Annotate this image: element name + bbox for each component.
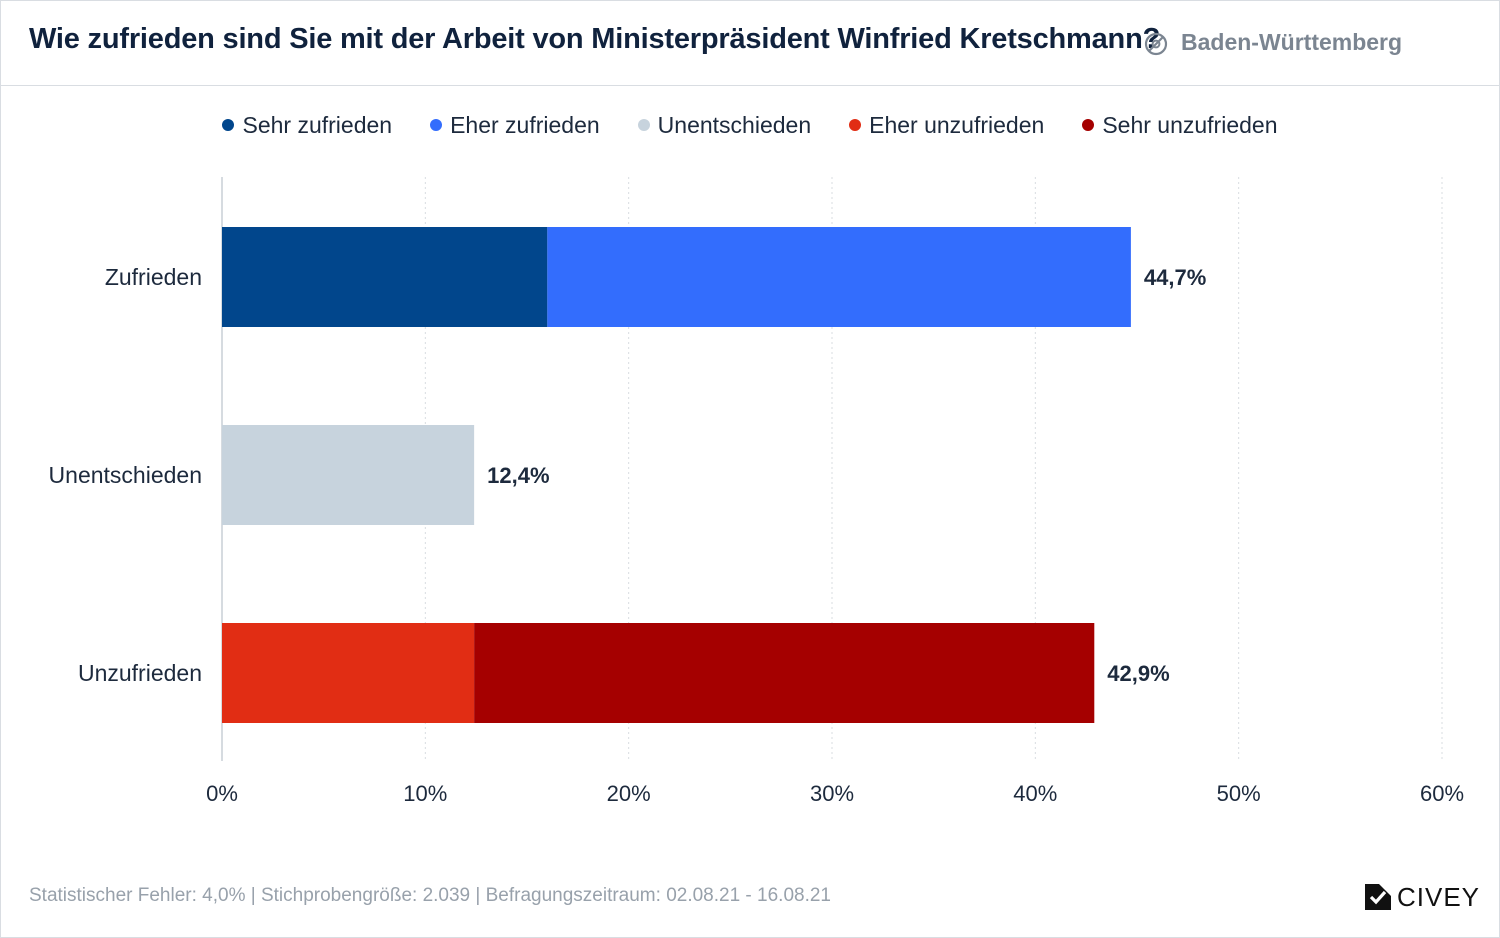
x-tick-label: 10% bbox=[403, 781, 447, 806]
legend-label: Unentschieden bbox=[657, 111, 812, 138]
category-label: Unzufrieden bbox=[78, 660, 202, 686]
bar-segment bbox=[222, 227, 548, 327]
x-tick-label: 20% bbox=[607, 781, 651, 806]
bar-segment bbox=[547, 227, 1131, 327]
brand-name: CIVEY bbox=[1397, 881, 1481, 912]
legend-dot-icon bbox=[222, 119, 235, 131]
legend-item-sehr-zufrieden[interactable]: Sehr zufrieden bbox=[222, 112, 392, 139]
category-label: Zufrieden bbox=[105, 264, 202, 290]
x-tick-label: 60% bbox=[1420, 781, 1464, 806]
legend-item-unentschieden[interactable]: Unentschieden bbox=[637, 111, 812, 139]
legend-item-eher-zufrieden[interactable]: Eher zufrieden bbox=[430, 112, 600, 139]
legend-item-sehr-unzufrieden[interactable]: Sehr unzufrieden bbox=[1082, 111, 1278, 139]
data-label: 42,9% bbox=[1107, 661, 1169, 686]
legend-dot-icon bbox=[637, 119, 650, 131]
region-icon bbox=[1144, 32, 1168, 56]
footer-note: Statistischer Fehler: 4,0% | Stichproben… bbox=[29, 885, 831, 906]
bar-segment bbox=[474, 623, 1095, 723]
bar-segment bbox=[222, 425, 475, 525]
legend-item-eher-unzufrieden[interactable]: Eher unzufrieden bbox=[849, 112, 1044, 139]
chart-title: Wie zufrieden sind Sie mit der Arbeit vo… bbox=[29, 23, 1161, 55]
data-label: 12,4% bbox=[487, 463, 549, 488]
data-label: 44,7% bbox=[1144, 265, 1206, 290]
region-label: Baden-Württemberg bbox=[1181, 29, 1403, 55]
x-tick-label: 0% bbox=[206, 781, 238, 806]
x-tick-label: 50% bbox=[1217, 781, 1261, 806]
bar-segment bbox=[222, 623, 475, 723]
legend-dot-icon bbox=[430, 119, 443, 131]
legend-dot-icon bbox=[849, 119, 862, 131]
legend-label: Sehr unzufrieden bbox=[1102, 111, 1278, 138]
legend: Sehr zufrieden Eher zufrieden Unentschie… bbox=[1, 109, 1499, 141]
header: Wie zufrieden sind Sie mit der Arbeit vo… bbox=[1, 1, 1499, 86]
legend-label: Eher unzufrieden bbox=[869, 111, 1045, 138]
legend-label: Sehr zufrieden bbox=[242, 111, 393, 138]
bar-chart: 0% 10% 20% 30% 40% 50% 60% Zufrieden 44,7% Unents… bbox=[49, 177, 1464, 806]
civey-logo-icon bbox=[1365, 884, 1391, 910]
x-tick-label: 40% bbox=[1013, 781, 1057, 806]
civey-logo: CIVEY bbox=[1365, 881, 1480, 913]
legend-dot-icon bbox=[1082, 119, 1095, 131]
category-label: Unentschieden bbox=[49, 462, 202, 488]
x-tick-label: 30% bbox=[810, 781, 854, 806]
legend-label: Eher zufrieden bbox=[450, 111, 600, 138]
